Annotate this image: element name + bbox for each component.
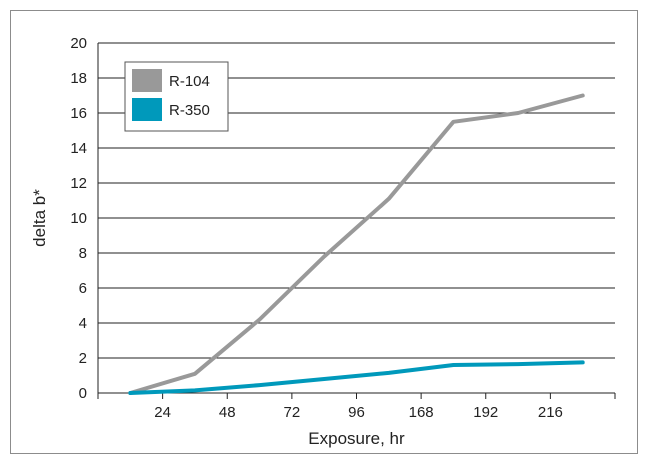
series-lines bbox=[128, 93, 585, 395]
y-tick-label: 18 bbox=[70, 70, 87, 87]
y-tick-label: 8 bbox=[79, 245, 87, 262]
x-axis-title: Exposure, hr bbox=[308, 429, 405, 448]
y-tick-label: 4 bbox=[79, 315, 87, 332]
x-tick-label: 48 bbox=[219, 404, 236, 421]
y-tick-label: 20 bbox=[70, 35, 87, 52]
series-line-r-350 bbox=[128, 360, 585, 395]
y-tick-label: 0 bbox=[79, 385, 87, 402]
grid-lines bbox=[97, 42, 615, 394]
y-axis-ticks: 0 2 4 6 8 10 12 14 16 18 20 bbox=[70, 35, 87, 402]
y-tick-label: 14 bbox=[70, 140, 87, 157]
legend-label-r350: R-350 bbox=[169, 102, 210, 119]
y-tick-label: 12 bbox=[70, 175, 87, 192]
x-tick-label: 96 bbox=[348, 404, 365, 421]
x-tick-label: 192 bbox=[473, 404, 498, 421]
legend-label-r104: R-104 bbox=[169, 73, 210, 90]
chart-frame: 0 2 4 6 8 10 12 14 16 18 20 24 48 72 96 168 192 216 Expo… bbox=[10, 10, 638, 454]
x-axis-ticks: 24 48 72 96 168 192 216 bbox=[97, 393, 616, 421]
x-tick-label: 24 bbox=[154, 404, 171, 421]
y-tick-label: 10 bbox=[70, 210, 87, 227]
y-tick-label: 2 bbox=[79, 350, 87, 367]
legend: R-104 R-350 bbox=[124, 61, 229, 132]
series-line-r-104 bbox=[128, 93, 585, 395]
x-tick-label: 168 bbox=[409, 404, 434, 421]
y-axis-title: delta b* bbox=[30, 189, 49, 247]
x-tick-label: 216 bbox=[538, 404, 563, 421]
y-tick-label: 6 bbox=[79, 280, 87, 297]
y-tick-label: 16 bbox=[70, 105, 87, 122]
x-tick-label: 72 bbox=[284, 404, 301, 421]
legend-swatch-r350 bbox=[132, 98, 162, 121]
legend-swatch-r104 bbox=[132, 69, 162, 92]
